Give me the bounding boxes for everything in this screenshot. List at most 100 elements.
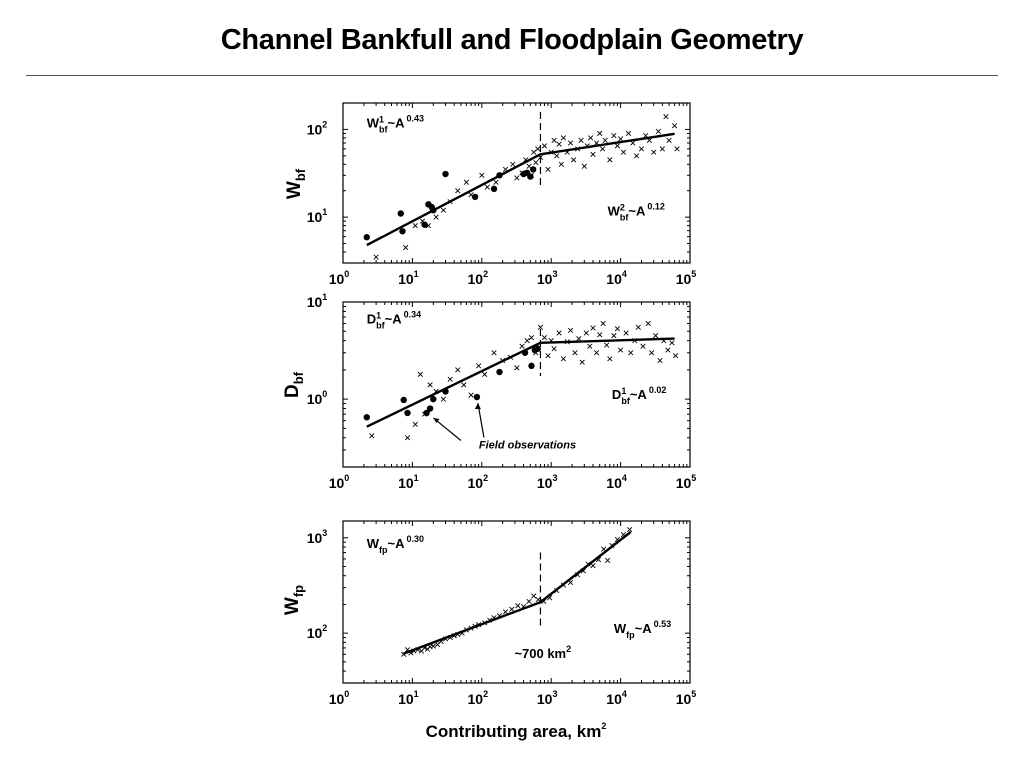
plot-frame: [342, 102, 691, 264]
x-tick-label-exponent: 4: [622, 689, 627, 699]
x-tick-label-exponent: 1: [414, 269, 419, 279]
survey-point: [461, 382, 467, 388]
survey-point: [590, 151, 596, 157]
field-observation-point: [399, 228, 406, 235]
survey-point: [653, 333, 659, 339]
survey-point: [502, 609, 509, 615]
survey-point: [628, 350, 634, 356]
survey-point: [545, 353, 551, 359]
x-tick-label-exponent: 1: [414, 689, 419, 699]
survey-point: [524, 338, 530, 344]
x-tick-label-base: 10: [537, 271, 553, 287]
survey-point: [640, 343, 646, 349]
survey-point: [578, 137, 584, 143]
y-tick-label-base: 10: [307, 530, 323, 546]
survey-point: [597, 130, 603, 137]
survey-point: [514, 175, 520, 181]
annotation-superscript: 1: [621, 386, 626, 396]
callout-arrowhead: [474, 403, 481, 410]
plot-frame: [342, 301, 691, 468]
y-tick-label: 101: [307, 207, 328, 225]
x-axis-label-sup: 2: [601, 721, 606, 731]
y-axis-label-base: D: [282, 384, 303, 398]
x-tick-label-exponent: 4: [622, 269, 627, 279]
survey-point: [545, 166, 551, 173]
annotation-subscript: fp: [379, 545, 388, 555]
survey-point: [607, 157, 613, 163]
field-observation-point: [496, 368, 503, 376]
field-observations-callout: Field observations: [479, 440, 576, 452]
field-observation-point: [404, 409, 411, 417]
x-tick-label-base: 10: [329, 271, 345, 287]
y-tick-label-exponent: 3: [322, 528, 327, 538]
survey-point: [599, 146, 606, 152]
survey-point: [533, 350, 539, 356]
y-tick-label-exponent: 0: [322, 389, 327, 399]
y-tick-label-base: 10: [307, 121, 323, 137]
survey-point: [479, 172, 485, 178]
x-tick-label-base: 10: [398, 691, 414, 707]
y-axis-label-subscript: bf: [293, 168, 308, 181]
field-observation-point: [534, 345, 541, 352]
survey-point: [635, 324, 641, 330]
survey-point: [369, 433, 375, 439]
threshold-label-text: ~700 km: [514, 646, 566, 661]
field-observation-point: [529, 166, 537, 173]
survey-point: [373, 254, 379, 260]
survey-point: [404, 435, 411, 441]
survey-point: [403, 244, 409, 251]
survey-point: [633, 153, 640, 159]
survey-point: [417, 371, 423, 377]
survey-point: [533, 159, 539, 166]
annotation-exponent: 0.02: [649, 385, 667, 395]
x-tick-label-exponent: 3: [552, 473, 557, 483]
survey-point: [649, 350, 655, 356]
survey-point: [588, 135, 594, 141]
annotation-exponent: 0.12: [647, 201, 665, 211]
survey-point: [567, 327, 574, 334]
x-tick-label: 105: [676, 473, 697, 491]
x-tick-label: 104: [606, 269, 627, 287]
y-tick-label-exponent: 1: [322, 207, 327, 217]
annotation-symbol: D: [612, 387, 621, 402]
survey-point: [482, 371, 488, 377]
survey-point: [617, 136, 624, 142]
y-axis-label-base: W: [282, 597, 303, 615]
x-tick-label: 104: [606, 473, 627, 491]
survey-point: [645, 320, 651, 327]
threshold-label-sup: 2: [566, 644, 571, 654]
survey-point: [627, 526, 633, 533]
survey-point: [651, 149, 657, 155]
y-tick-label-base: 10: [307, 391, 323, 407]
survey-point: [583, 330, 589, 336]
survey-point: [412, 223, 418, 229]
survey-point: [447, 376, 453, 382]
field-observation-point: [430, 395, 437, 403]
x-tick-label-exponent: 4: [622, 473, 627, 483]
x-tick-label-base: 10: [537, 691, 553, 707]
x-tick-label-exponent: 2: [483, 689, 488, 699]
x-tick-label-base: 10: [468, 271, 484, 287]
survey-point: [528, 172, 535, 178]
x-tick-label-exponent: 5: [691, 269, 696, 279]
annotation-subscript: fp: [626, 630, 635, 640]
y-tick-label: 101: [307, 292, 328, 310]
survey-point: [607, 356, 613, 362]
survey-point: [519, 170, 525, 176]
survey-point: [430, 643, 436, 649]
field-observation-point: [397, 210, 404, 217]
annotation-exponent: 0.34: [404, 310, 422, 320]
plot-frame: [342, 520, 691, 684]
survey-point: [614, 326, 621, 332]
annotation-symbol: W: [367, 536, 380, 551]
annotation-superscript: 2: [620, 202, 625, 212]
survey-point: [560, 135, 567, 141]
survey-point: [514, 365, 520, 371]
survey-point: [560, 356, 567, 362]
survey-point: [604, 557, 611, 563]
survey-point: [620, 149, 627, 155]
power-law-annotation: Wfp~A 0.53: [614, 619, 671, 640]
survey-point: [531, 149, 537, 155]
